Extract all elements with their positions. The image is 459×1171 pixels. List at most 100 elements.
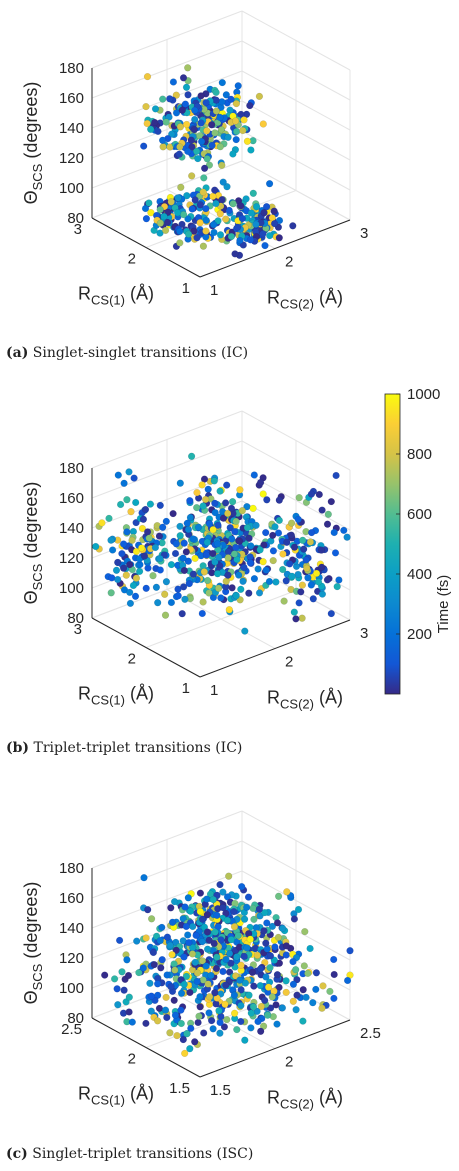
scatter-point	[283, 888, 291, 896]
colorbar-tick-label: 600	[407, 506, 432, 523]
scatter-point	[192, 931, 200, 940]
scatter-point	[159, 95, 167, 103]
scatter-point	[171, 966, 179, 974]
scatter-point	[269, 557, 277, 565]
scatter-point	[209, 192, 217, 201]
scatter-point	[226, 949, 234, 958]
scatter-point	[238, 507, 246, 515]
scatter-point	[210, 939, 218, 948]
scatter-point	[240, 116, 248, 124]
scatter-point	[275, 496, 283, 504]
scatter-points	[101, 872, 354, 1058]
scatter-point	[273, 1020, 281, 1028]
scatter-point	[231, 250, 239, 258]
scatter-point	[171, 898, 179, 906]
scatter-point	[212, 88, 220, 97]
scatter-point	[196, 1003, 204, 1011]
scatter-point	[254, 1017, 262, 1026]
scatter-point	[128, 1018, 136, 1026]
scatter-point	[237, 585, 245, 593]
scatter-point	[318, 590, 327, 598]
scatter-point	[236, 976, 244, 984]
y-tick-label: 2	[285, 654, 293, 671]
colorbar: 200 400 600 800 1000 Time (fs)	[384, 386, 452, 695]
scatter-point	[183, 519, 191, 527]
scatter-point	[135, 969, 143, 977]
scatter-point	[239, 577, 247, 585]
scatter-point	[294, 570, 302, 579]
scatter-point	[127, 508, 135, 516]
scatter-point	[295, 599, 303, 607]
scatter-point	[166, 95, 174, 103]
y-axis-line	[199, 1019, 351, 1078]
scatter-point	[159, 136, 167, 144]
y-axis-line	[199, 219, 351, 278]
y-axis-label: RCS(2) (Å)	[267, 1088, 343, 1112]
scatter-point	[238, 882, 246, 891]
scatter-point	[128, 536, 136, 544]
scatter-point	[125, 993, 133, 1001]
scatter-point	[207, 971, 215, 980]
scatter-point	[144, 906, 152, 914]
scatter-point	[114, 558, 122, 567]
scatter-point	[211, 989, 219, 997]
scatter-point	[180, 566, 189, 575]
scatter-point	[169, 78, 178, 86]
scatter-point	[208, 1017, 216, 1025]
scatter-point	[196, 889, 205, 897]
scatter-point	[229, 200, 237, 208]
scatter-point	[200, 923, 209, 931]
scatter-point	[188, 950, 197, 958]
scatter-point	[147, 125, 155, 133]
scatter-point	[252, 521, 260, 530]
scatter-point	[218, 78, 226, 87]
scatter-point	[205, 1009, 213, 1017]
scatter-points	[92, 452, 351, 635]
scatter-point	[177, 183, 185, 191]
scatter-point	[177, 1006, 185, 1014]
scatter-point	[161, 611, 170, 619]
y-axis-label: RCS(2) (Å)	[267, 288, 343, 312]
scatter-point	[209, 526, 217, 534]
scatter-point	[172, 109, 181, 117]
scatter-point	[159, 143, 167, 151]
scatter-point	[154, 980, 162, 988]
scatter-point	[275, 234, 283, 242]
scatter-point	[188, 205, 196, 213]
scatter-point	[212, 107, 221, 115]
scatter-point	[195, 1012, 203, 1020]
scatter-point	[222, 215, 230, 223]
scatter-point	[182, 922, 190, 931]
scatter-point	[237, 961, 245, 969]
scatter-point	[184, 894, 192, 902]
scatter-point	[246, 559, 255, 567]
scatter-point	[264, 1011, 272, 1019]
scatter-point	[162, 118, 170, 126]
scatter-point	[313, 569, 321, 578]
scatter-point	[330, 955, 338, 964]
scatter-point	[142, 215, 151, 223]
scatter-point	[199, 502, 207, 510]
scatter-point	[262, 939, 270, 947]
scatter-point	[279, 550, 287, 558]
scatter-point	[216, 143, 224, 151]
scatter-point	[163, 1013, 171, 1022]
scatter-point	[247, 1009, 255, 1017]
scatter-point	[303, 564, 311, 572]
z-tick-label: 180	[59, 860, 84, 877]
scatter-point	[219, 178, 227, 186]
scatter-point	[266, 952, 275, 960]
scatter-point	[119, 540, 128, 548]
scatter-point	[200, 174, 208, 182]
y-tick-label: 2.5	[360, 1025, 381, 1042]
scatter-point	[156, 229, 164, 237]
scatter-point	[249, 1003, 258, 1011]
scatter-point	[170, 960, 178, 968]
scatter-point	[202, 227, 210, 235]
scatter-point	[269, 531, 277, 540]
scatter-point	[189, 535, 197, 543]
scatter-point	[201, 164, 209, 172]
scatter-point	[159, 523, 167, 531]
scatter-point	[271, 523, 279, 531]
scatter-point	[212, 964, 221, 973]
